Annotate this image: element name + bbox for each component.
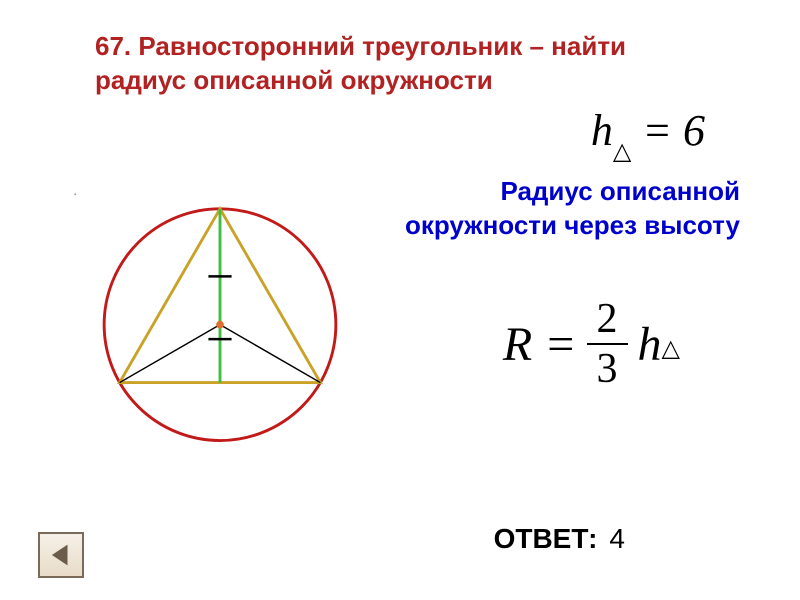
formula-rhs-var: h xyxy=(638,317,662,372)
given-var: h xyxy=(591,106,613,155)
formula-rhs-sub: △ xyxy=(662,334,680,363)
formula-den: 3 xyxy=(587,345,628,393)
problem-title: 67. Равносторонний треугольник – найти р… xyxy=(95,30,655,98)
triangle-left-icon xyxy=(48,542,74,568)
given-eq: = 6 xyxy=(642,106,705,155)
back-button[interactable] xyxy=(38,532,84,578)
formula-lhs: R = xyxy=(503,317,577,372)
answer-label: ОТВЕТ: xyxy=(494,523,598,554)
formula-num: 2 xyxy=(587,295,628,345)
given-sub: △ xyxy=(613,139,631,165)
subtitle: Радиус описанной окружности через высоту xyxy=(360,175,740,243)
given-formula: h△ = 6 xyxy=(591,105,705,162)
formula-fraction: 2 3 xyxy=(587,295,628,393)
main-formula: R = 2 3 h△ xyxy=(503,295,680,393)
geometry-diagram xyxy=(70,175,370,455)
answer-block: ОТВЕТ: 4 xyxy=(494,523,625,555)
answer-value: 4 xyxy=(609,523,625,554)
